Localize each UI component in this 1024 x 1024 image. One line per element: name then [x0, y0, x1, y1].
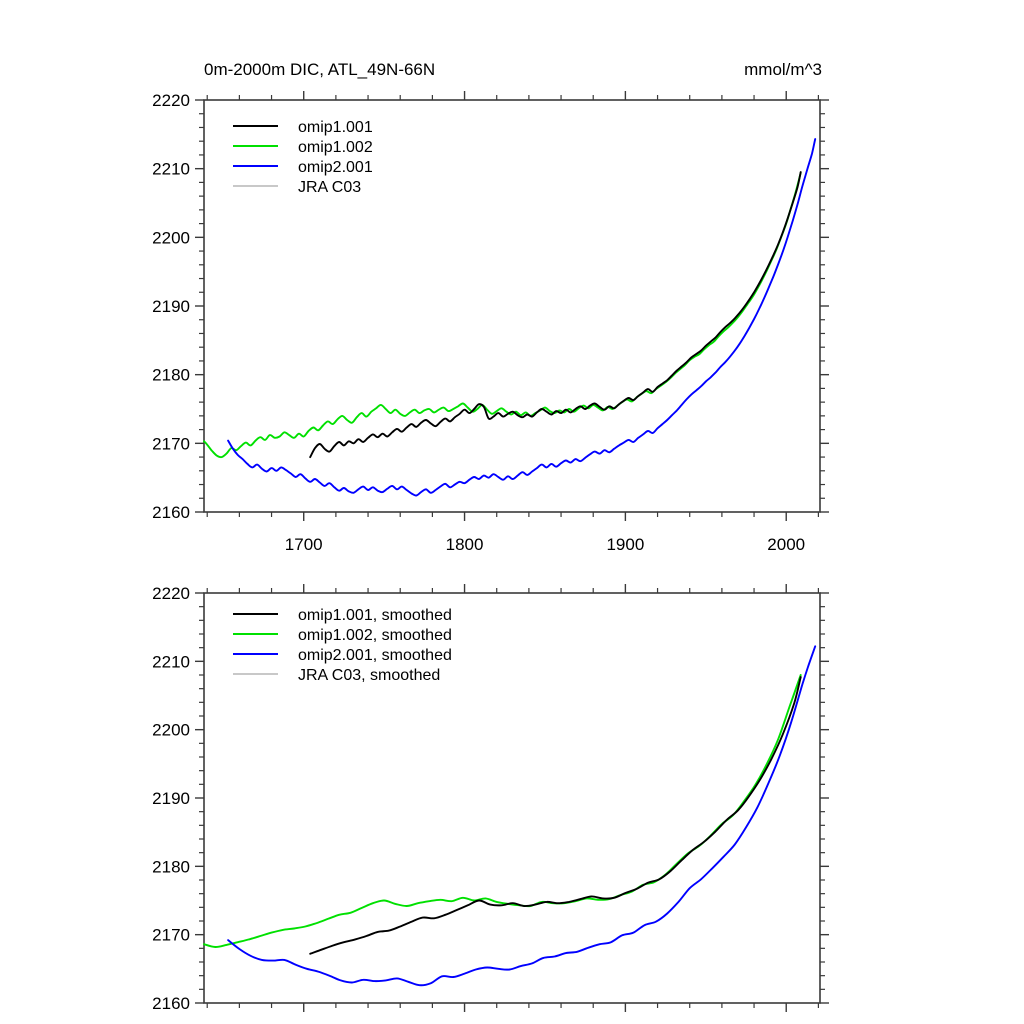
plot-frame	[203, 592, 821, 1004]
series-line-omip1.001-smoothed	[309, 676, 802, 955]
plot-frame	[203, 99, 821, 513]
y-tick-label: 2200	[152, 228, 190, 247]
y-tick-label: 2180	[152, 366, 190, 385]
x-tick-label: 1800	[446, 535, 484, 554]
y-tick-label: 2210	[152, 160, 190, 179]
x-tick-label: 1900	[606, 535, 644, 554]
top-chart-title: 0m-2000m DIC, ATL_49N-66N	[204, 60, 436, 79]
y-tick-label: 2220	[152, 584, 190, 603]
y-tick-label: 2170	[152, 434, 190, 453]
series-line-omip1.002-smoothed	[203, 674, 802, 948]
legend-label: omip2.001, smoothed	[298, 647, 452, 664]
legend-label: omip1.001	[298, 119, 373, 136]
x-tick-label: 2000	[767, 535, 805, 554]
legend-label: omip1.002, smoothed	[298, 627, 452, 644]
y-tick-label: 2180	[152, 857, 190, 876]
legend-label: omip1.001, smoothed	[298, 607, 452, 624]
series-line-omip1.002	[203, 171, 802, 459]
y-tick-label: 2220	[152, 91, 190, 110]
y-tick-label: 2160	[152, 994, 190, 1013]
series-line-omip2.001-smoothed	[227, 645, 817, 987]
y-tick-label: 2160	[152, 503, 190, 522]
y-tick-label: 2170	[152, 926, 190, 945]
legend-label: JRA C03, smoothed	[298, 667, 440, 684]
top-chart-units-label: mmol/m^3	[744, 60, 822, 79]
y-tick-label: 2190	[152, 789, 190, 808]
y-tick-label: 2190	[152, 297, 190, 316]
x-tick-label: 1700	[285, 535, 323, 554]
legend-label: omip2.001	[298, 159, 373, 176]
y-tick-label: 2210	[152, 652, 190, 671]
series-line-omip2.001	[227, 138, 817, 497]
legend-label: JRA C03	[298, 179, 361, 196]
legend-label: omip1.002	[298, 139, 373, 156]
series-line-omip1.001	[309, 171, 802, 459]
y-tick-label: 2200	[152, 721, 190, 740]
